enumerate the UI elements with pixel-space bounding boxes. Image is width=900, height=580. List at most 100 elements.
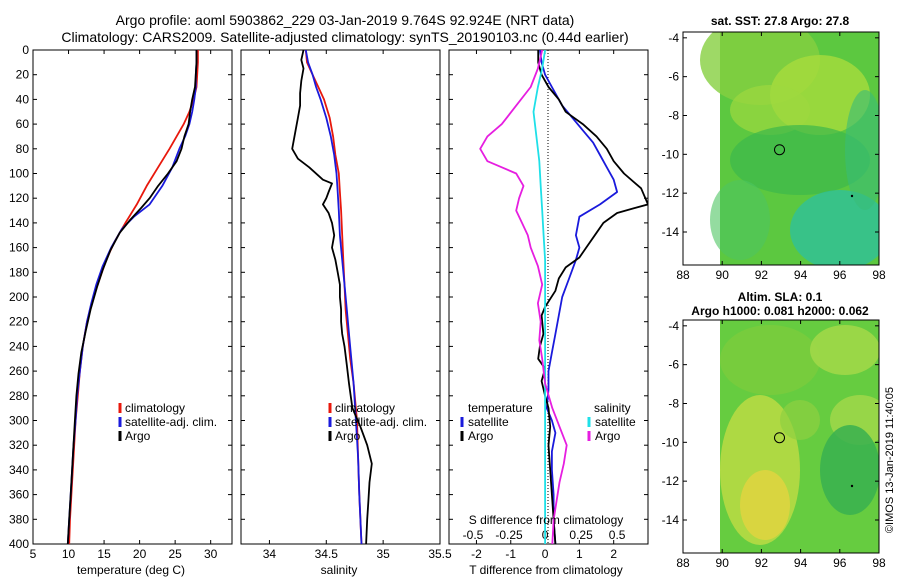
- map-y-tick-label: -12: [662, 474, 680, 488]
- sla-map-title-line-1: Altim. SLA: 0.1: [738, 290, 823, 304]
- legend-label: climatology: [125, 401, 185, 415]
- s-diff-tick-label: 0.5: [609, 528, 626, 542]
- depth-tick-label: 0: [22, 43, 29, 57]
- sst-map-frame: [682, 31, 880, 266]
- depth-tick-label: 280: [9, 389, 29, 403]
- map-x-tick-label: 98: [872, 268, 886, 282]
- x-tick-label: 35: [376, 547, 390, 561]
- x-tick-label: 15: [97, 547, 111, 561]
- x-tick-label: -1: [505, 547, 516, 561]
- depth-tick-label: 300: [9, 414, 29, 428]
- copyright-stamp: ©IMOS 13-Jan-2019 11:40:05: [884, 387, 896, 533]
- depth-tick-label: 400: [9, 537, 29, 551]
- map-x-tick-label: 92: [755, 268, 769, 282]
- s-diff-tick-label: 0.25: [569, 528, 593, 542]
- x-tick-label: 35.5: [428, 547, 452, 561]
- depth-tick-label: 60: [16, 117, 30, 131]
- sla-map-title-line-2: Argo h1000: 0.081 h2000: 0.062: [691, 304, 869, 318]
- depth-tick-label: 260: [9, 364, 29, 378]
- series-line-argo: [291, 50, 373, 544]
- series-line-temperature-argo: [537, 50, 648, 544]
- sst-map-field: [700, 32, 879, 265]
- map-y-tick-label: -12: [662, 186, 680, 200]
- legend-label: satellite-adj. clim.: [335, 415, 427, 429]
- legend-label: Argo: [335, 429, 361, 443]
- depth-tick-label: 20: [16, 68, 30, 82]
- salinity-xlabel: salinity: [321, 563, 358, 577]
- x-tick-label: 0: [542, 547, 549, 561]
- map-x-tick-label: 96: [833, 268, 847, 282]
- legend-label: satellite: [468, 415, 509, 429]
- legend-label: climatology: [335, 401, 395, 415]
- x-tick-label: 20: [133, 547, 147, 561]
- depth-tick-label: 240: [9, 339, 29, 353]
- s-diff-tick-label: -0.5: [463, 528, 484, 542]
- series-line-argo: [66, 50, 198, 544]
- map-y-tick-label: -14: [662, 513, 680, 527]
- map-y-tick-label: -14: [662, 225, 680, 239]
- depth-tick-label: 340: [9, 463, 29, 477]
- legend-header-salinity: salinity: [594, 401, 631, 415]
- map-x-tick-label: 92: [755, 556, 769, 570]
- map-y-tick-label: -6: [668, 70, 679, 84]
- map-y-tick-label: -10: [662, 435, 680, 449]
- legend-label: Argo: [125, 429, 151, 443]
- depth-tick-label: 220: [9, 315, 29, 329]
- sst-map-title: sat. SST: 27.8 Argo: 27.8: [711, 14, 850, 28]
- depth-tick-label: 320: [9, 438, 29, 452]
- map-y-tick-label: -8: [668, 108, 679, 122]
- depth-tick-label: 140: [9, 216, 29, 230]
- difference-legend: temperature salinitysatelliteArgosatellit…: [460, 401, 636, 443]
- s-diff-tick-label: -0.25: [495, 528, 523, 542]
- depth-tick-label: 160: [9, 241, 29, 255]
- sla-map-panel: Altim. SLA: 0.1 Argo h1000: 0.081 h2000:…: [662, 290, 886, 570]
- depth-tick-label: 120: [9, 191, 29, 205]
- map-y-tick-label: -6: [668, 358, 679, 372]
- sst-argo-location-marker: [774, 144, 786, 156]
- series-line-satellite-adj-clim-: [66, 50, 198, 544]
- x-tick-label: 2: [610, 547, 617, 561]
- title-line-1: Argo profile: aoml 5903862_229 03-Jan-20…: [116, 12, 575, 28]
- x-tick-label: 10: [62, 547, 76, 561]
- sla-map-dot: [850, 484, 854, 488]
- series-line-climatology: [68, 50, 199, 544]
- map-y-tick-label: -8: [668, 396, 679, 410]
- series-line-temperature-satellite: [539, 50, 618, 544]
- map-y-tick-label: -10: [662, 147, 680, 161]
- map-x-tick-label: 98: [872, 556, 886, 570]
- map-x-tick-label: 90: [716, 268, 730, 282]
- sst-map-panel: sat. SST: 27.8 Argo: 27.8 88 90 92 94 96 98 -4…: [662, 14, 886, 282]
- legend-label: satellite: [595, 415, 636, 429]
- temperature-panel: 0 20 40 60 80 100 120 140 160 180 200 220 240 260 280 3…: [9, 43, 233, 577]
- x-tick-label: 34: [263, 547, 277, 561]
- title-line-2: Climatology: CARS2009. Satellite-adjuste…: [61, 29, 628, 45]
- depth-tick-label: 200: [9, 290, 29, 304]
- x-tick-label: 5: [30, 547, 37, 561]
- map-x-tick-label: 88: [676, 268, 690, 282]
- series-line-salinity-satellite: [532, 50, 546, 544]
- s-difference-label: S difference from climatology: [469, 513, 624, 527]
- difference-xlabel: T difference from climatology: [469, 563, 623, 577]
- sla-map-frame: [682, 319, 880, 554]
- temperature-frame: [32, 49, 233, 545]
- difference-panel: -2 -1 0 1 2 -0.5 -0.25 0 0.25 0.5 T difference f…: [448, 49, 649, 577]
- depth-tick-label: 100: [9, 167, 29, 181]
- map-x-tick-label: 90: [716, 556, 730, 570]
- depth-tick-label: 360: [9, 488, 29, 502]
- x-tick-label: 25: [168, 547, 182, 561]
- legend-label: Argo: [595, 429, 621, 443]
- series-line-climatology: [304, 50, 363, 544]
- x-tick-label: -2: [471, 547, 482, 561]
- map-x-tick-label: 96: [833, 556, 847, 570]
- x-tick-label: 34.5: [315, 547, 339, 561]
- legend-label: Argo: [468, 429, 494, 443]
- depth-tick-label: 80: [16, 142, 30, 156]
- sla-argo-location-marker: [774, 432, 786, 444]
- map-x-tick-label: 94: [794, 268, 808, 282]
- series-line-satellite-adj-clim-: [304, 50, 363, 544]
- map-x-tick-label: 94: [794, 556, 808, 570]
- x-tick-label: 1: [576, 547, 583, 561]
